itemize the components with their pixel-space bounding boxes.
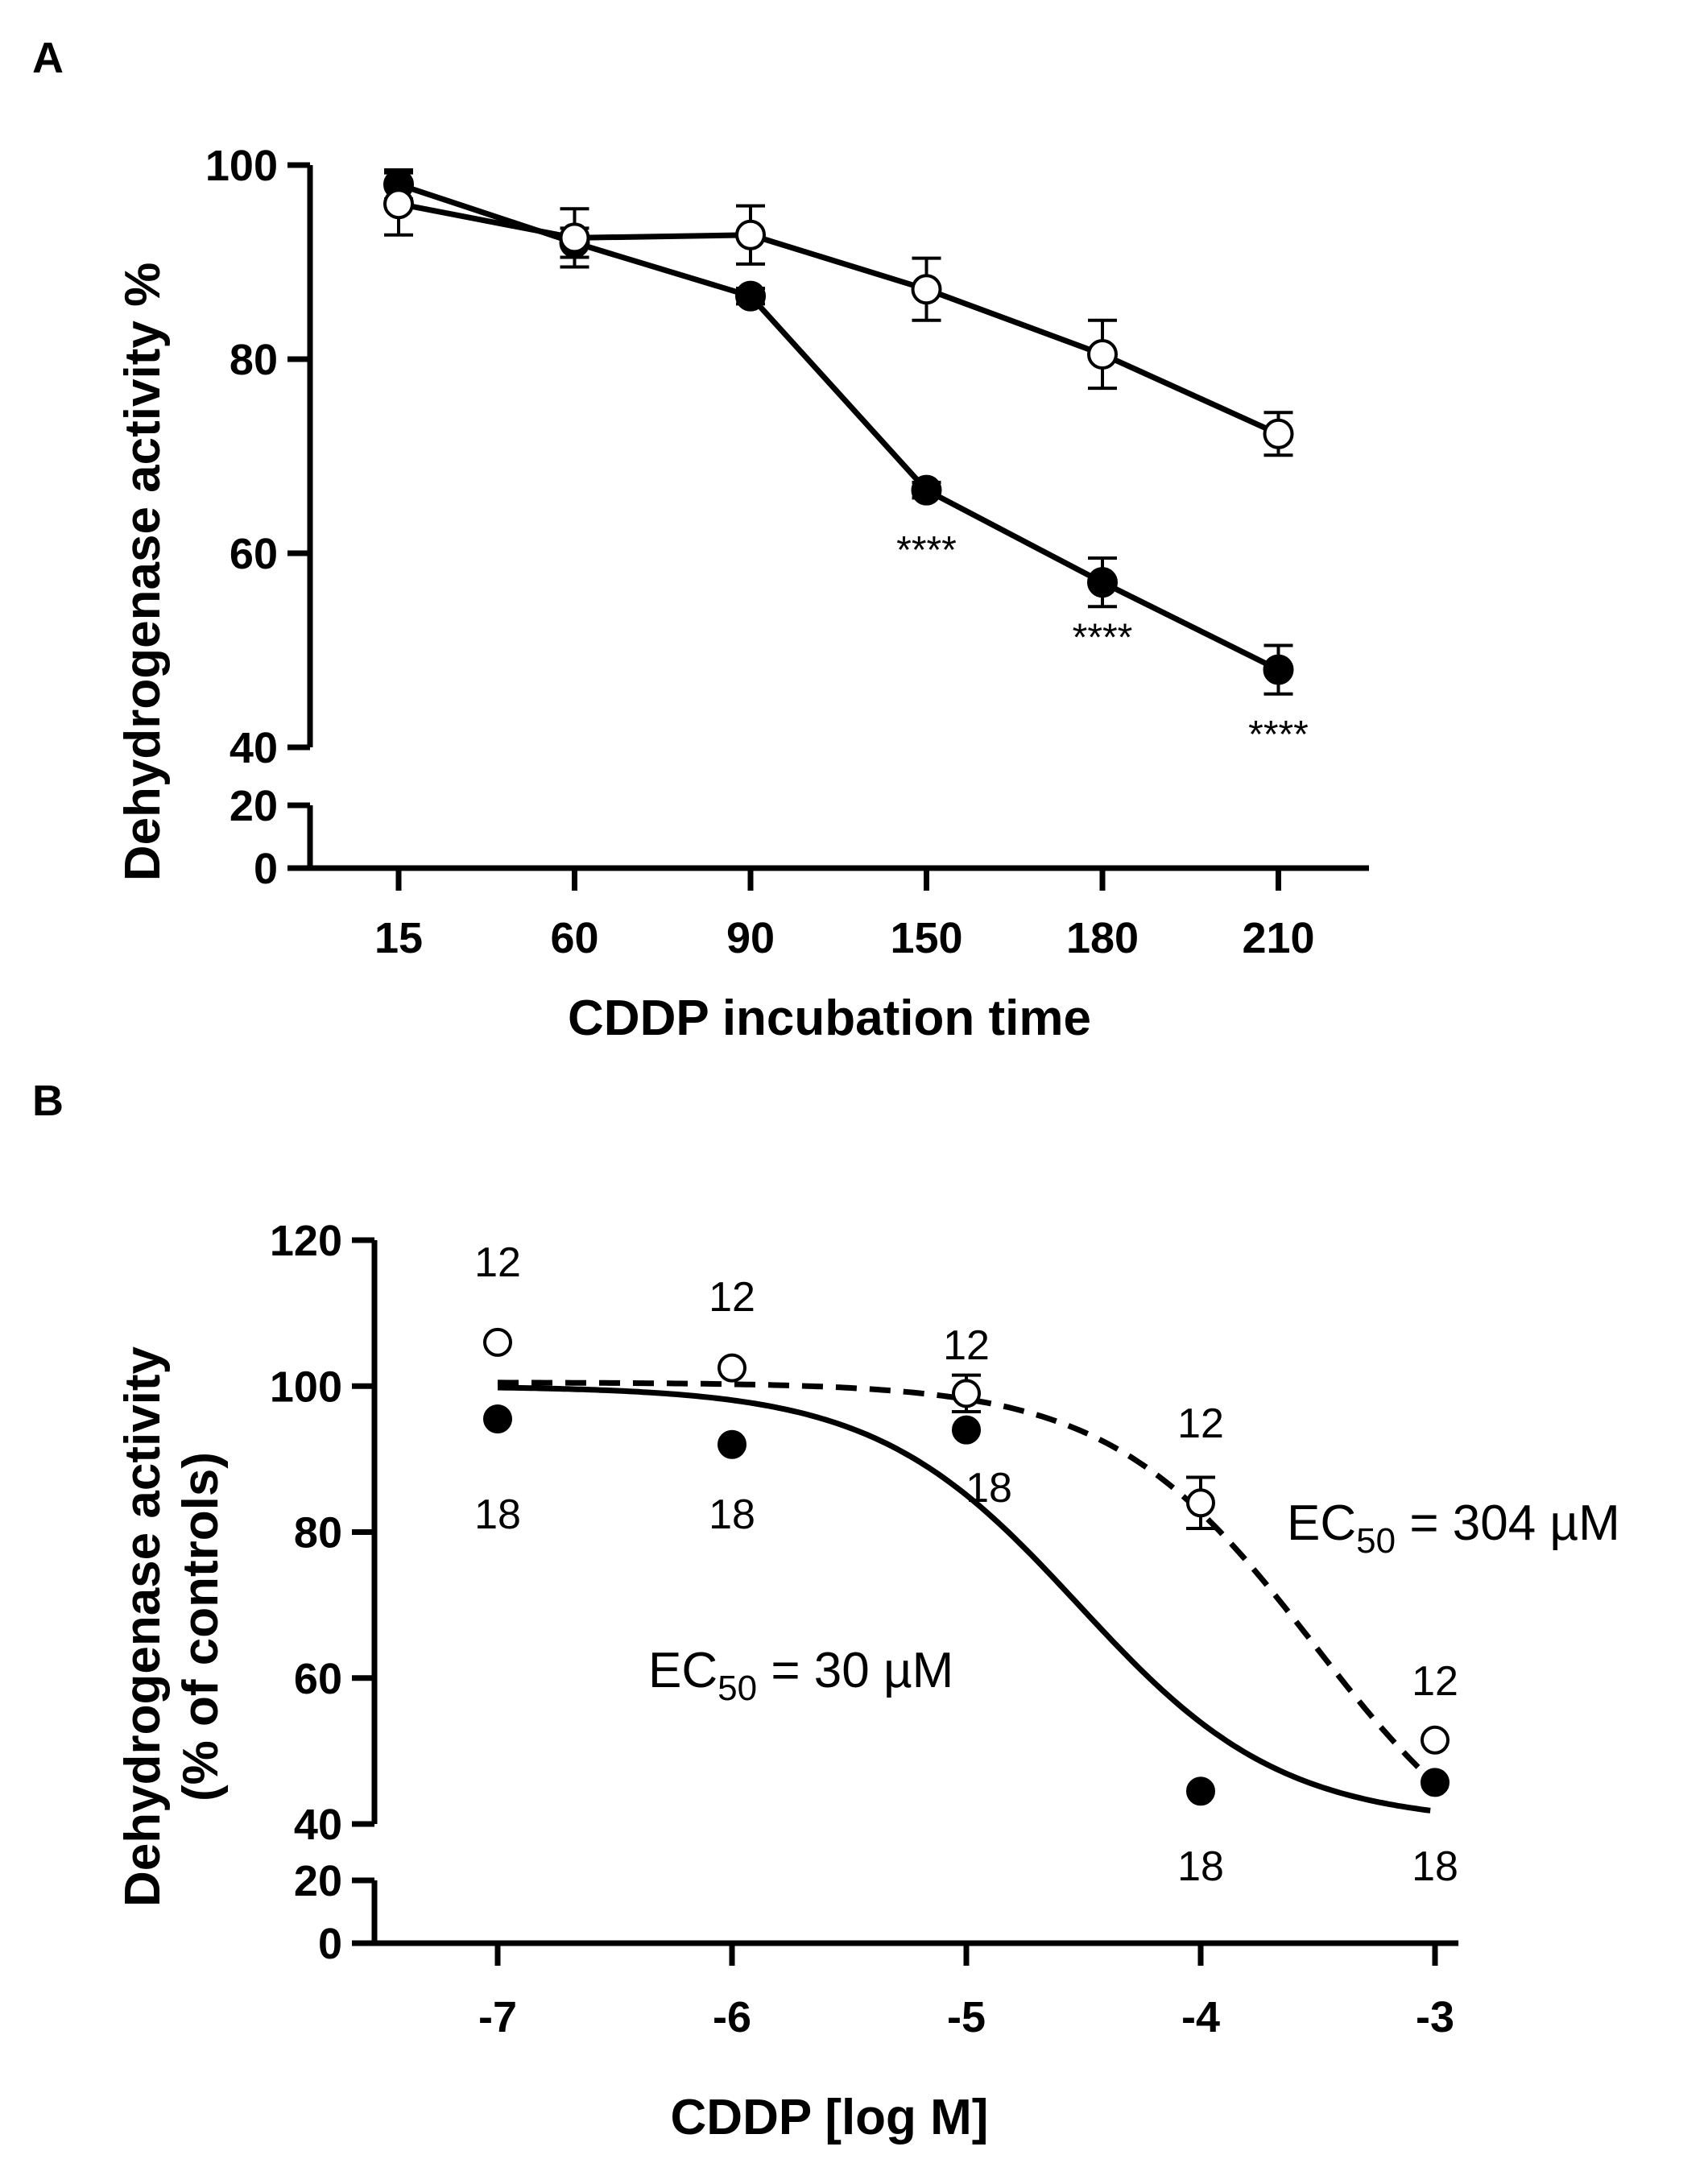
data-point xyxy=(952,1379,981,1408)
data-point xyxy=(483,1404,512,1434)
panel-a-x-axis-title: CDDP incubation time xyxy=(568,991,1091,1046)
data-point xyxy=(735,219,766,250)
series-open-circles xyxy=(483,1327,1450,1755)
data-point xyxy=(1421,1725,1450,1755)
panel-a-y-tick-label: 40 xyxy=(230,724,278,772)
panel-b-y-axis-title-line1: Dehydrogenase activity xyxy=(115,1346,171,1907)
fit-curve-solid xyxy=(497,1384,1431,1814)
panel-a-x-tick-label: 90 xyxy=(726,914,775,962)
panel-a-y-tick-label: 20 xyxy=(230,782,278,830)
panel-a-x-tick-label: 60 xyxy=(550,914,598,962)
data-point xyxy=(952,1415,981,1445)
panel-a-x-tick-label: 150 xyxy=(890,914,962,962)
n-label-filled: 18 xyxy=(474,1491,521,1538)
panel-b-x-tick-label: -4 xyxy=(1181,1993,1220,2041)
data-point xyxy=(718,1429,746,1459)
data-point xyxy=(1186,1776,1215,1806)
panel-a-ticks: 40 60 80 100 0 20 15 60 90 150 180 210 xyxy=(205,142,1315,962)
n-label-open: 12 xyxy=(943,1322,990,1369)
significance-annotation: **** xyxy=(1248,713,1309,756)
series-open-circles xyxy=(383,171,1294,457)
data-point xyxy=(1087,338,1118,370)
panel-a-x-tick-label: 210 xyxy=(1242,914,1314,962)
n-label-filled: 18 xyxy=(1177,1843,1224,1890)
n-label-filled: 18 xyxy=(966,1465,1012,1512)
panel-a-x-tick-label: 15 xyxy=(374,914,423,962)
data-point xyxy=(1186,1488,1215,1518)
series-filled-circles xyxy=(483,1404,1450,1806)
series-line xyxy=(397,181,1280,672)
panel-a-y-tick-label: 60 xyxy=(230,530,278,578)
significance-annotation: **** xyxy=(896,529,957,572)
panel-a-y-tick-label: 100 xyxy=(205,142,278,190)
n-label-open: 12 xyxy=(1412,1658,1458,1705)
panel-a-axes xyxy=(307,165,1369,871)
panel-b: B 40 60 80 100 120 0 20 -7 -6 -5 -4 -3 12 12 12 12 12 18… xyxy=(32,1077,1620,2145)
significance-annotation: **** xyxy=(1073,616,1133,659)
panel-b-y-axis-title-line2: (% of controls) xyxy=(173,1452,229,1801)
data-point xyxy=(559,222,590,254)
panel-a-y-axis-title: Dehydrogenase activity % xyxy=(115,263,171,881)
data-point xyxy=(735,280,766,312)
data-point xyxy=(911,474,942,506)
fit-curve-dashed xyxy=(498,1379,1433,1781)
data-point xyxy=(1087,567,1118,598)
panel-b-y-tick-label: 0 xyxy=(318,1920,342,1968)
panel-b-n-labels: 12 12 12 12 12 18 18 18 18 18 xyxy=(474,1239,1458,1890)
n-label-open: 12 xyxy=(474,1239,521,1286)
n-label-open: 12 xyxy=(1177,1400,1224,1447)
data-point xyxy=(718,1353,746,1383)
data-point xyxy=(1263,418,1294,449)
data-point xyxy=(483,1327,512,1357)
n-label-filled: 18 xyxy=(709,1491,755,1538)
panel-b-x-tick-label: -7 xyxy=(478,1993,517,2041)
data-point xyxy=(911,274,942,305)
panel-b-series xyxy=(483,1327,1450,1806)
ec50-label-open: EC50 = 304 µM xyxy=(1287,1495,1620,1561)
panel-b-y-tick-label: 40 xyxy=(294,1801,342,1849)
series-filled-circles xyxy=(383,168,1294,696)
panel-b-y-tick-label: 120 xyxy=(270,1217,342,1265)
panel-b-x-tick-label: -3 xyxy=(1416,1993,1454,2041)
panel-b-axes xyxy=(371,1240,1459,1946)
panel-b-fit-curves xyxy=(497,1379,1433,1814)
panel-a-y-tick-label: 80 xyxy=(230,336,278,384)
ec50-label-filled: EC50 = 30 µM xyxy=(648,1643,953,1708)
panel-a-series xyxy=(383,168,1294,696)
panel-b-letter: B xyxy=(32,1077,64,1125)
panel-b-x-axis-title: CDDP [log M] xyxy=(671,2090,989,2145)
panel-b-ticks: 40 60 80 100 120 0 20 -7 -6 -5 -4 -3 xyxy=(270,1217,1454,2041)
panel-b-y-tick-label: 100 xyxy=(270,1363,342,1411)
data-point xyxy=(1263,654,1294,685)
panel-a-letter: A xyxy=(32,34,64,82)
data-point xyxy=(383,188,414,220)
panel-b-x-tick-label: -5 xyxy=(947,1993,986,2041)
panel-b-x-tick-label: -6 xyxy=(713,1993,751,2041)
panel-b-y-tick-label: 20 xyxy=(294,1857,342,1905)
series-line xyxy=(398,201,1280,436)
n-label-open: 12 xyxy=(709,1274,755,1321)
n-label-filled: 18 xyxy=(1412,1843,1458,1890)
panel-a-y-tick-label: 0 xyxy=(254,845,278,893)
data-point xyxy=(1421,1768,1450,1797)
panel-a-annotations: **** **** **** xyxy=(896,529,1309,756)
panel-a-x-tick-label: 180 xyxy=(1066,914,1139,962)
panel-b-y-tick-label: 60 xyxy=(294,1655,342,1703)
panel-b-y-tick-label: 80 xyxy=(294,1509,342,1557)
